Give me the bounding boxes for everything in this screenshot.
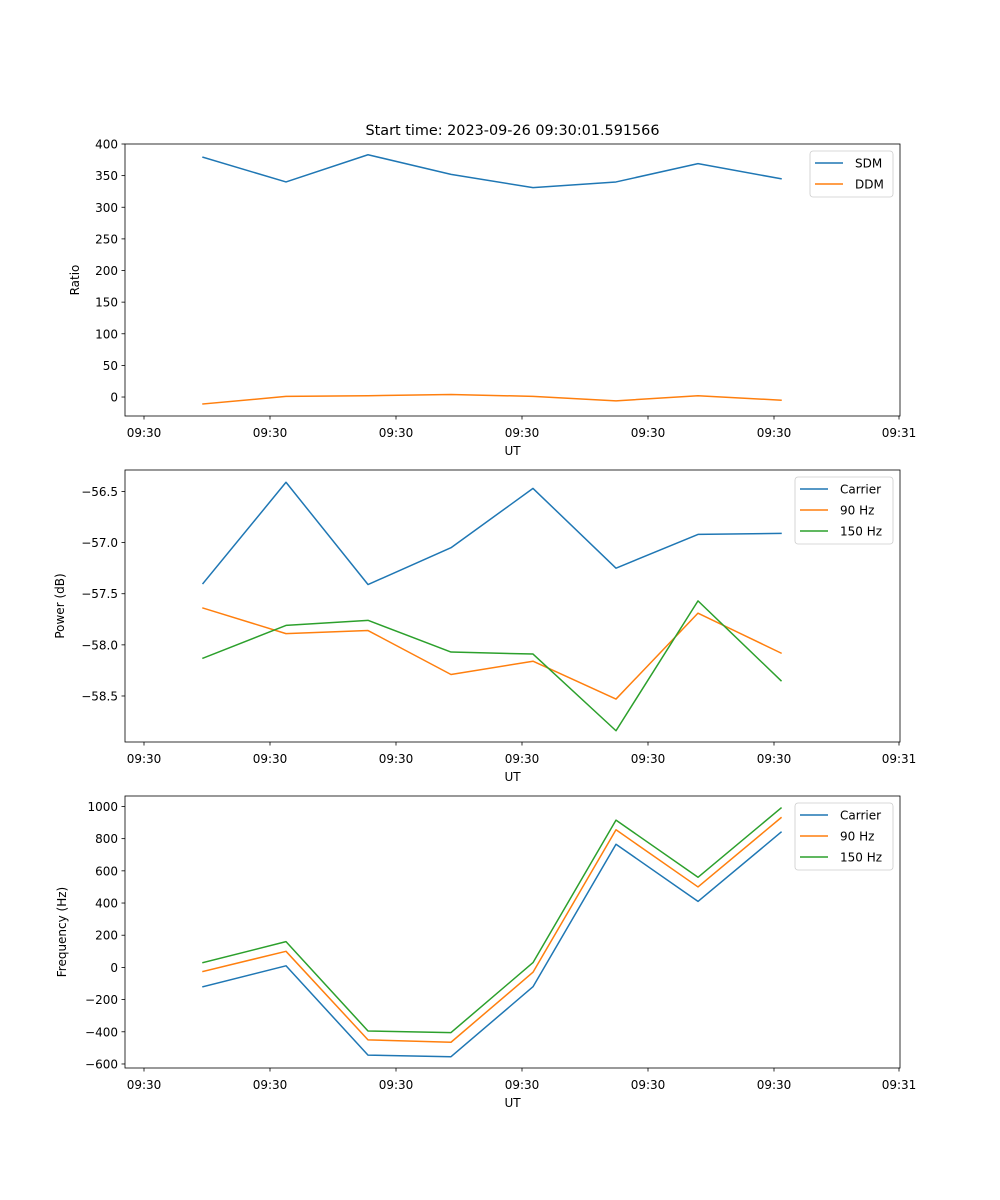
x-tick-label: 09:30 bbox=[253, 1078, 288, 1092]
y-axis-label: Frequency (Hz) bbox=[55, 887, 69, 978]
legend-box bbox=[794, 476, 894, 545]
series-line-150-hz bbox=[202, 807, 783, 1034]
x-tick-label: 09:30 bbox=[253, 426, 288, 440]
x-tick-label: 09:30 bbox=[127, 426, 162, 440]
y-tick-label: 600 bbox=[95, 864, 118, 878]
legend-label: 90 Hz bbox=[840, 830, 874, 844]
y-tick-label: 50 bbox=[103, 359, 118, 373]
series-group bbox=[201, 481, 783, 732]
x-tick-label: 09:30 bbox=[631, 426, 666, 440]
y-tick-label: 0 bbox=[110, 961, 118, 975]
y-tick-label: 100 bbox=[95, 327, 118, 341]
y-tick-label: 400 bbox=[95, 138, 118, 152]
y-tick-label: 800 bbox=[95, 832, 118, 846]
chart-panel-2: 09:30 09:30 09:30 09:30 09:30 09:30 09:31 −58.5… bbox=[53, 469, 917, 784]
x-tick-label: 09:30 bbox=[505, 752, 540, 766]
y-tick-label: 1000 bbox=[87, 800, 118, 814]
legend-label: Carrier bbox=[840, 809, 881, 823]
y-tick-label: −57.5 bbox=[81, 587, 118, 601]
x-tick-label: 09:30 bbox=[253, 752, 288, 766]
x-tick-label: 09:31 bbox=[882, 426, 917, 440]
y-tick-label: 250 bbox=[95, 232, 118, 246]
plot-frame bbox=[124, 795, 901, 1069]
y-tick-label: 350 bbox=[95, 169, 118, 183]
x-axis-label: UT bbox=[504, 1096, 521, 1110]
y-tick-label: −57.0 bbox=[81, 536, 118, 550]
y-tick-label: −200 bbox=[85, 993, 118, 1007]
x-tick-label: 09:30 bbox=[631, 752, 666, 766]
x-tick-label: 09:30 bbox=[505, 426, 540, 440]
series-line-sdm bbox=[202, 154, 782, 189]
x-tick-label: 09:30 bbox=[379, 752, 414, 766]
y-tick-label: 0 bbox=[110, 391, 118, 405]
series-line-carrier bbox=[202, 831, 783, 1058]
x-tick-label: 09:30 bbox=[757, 426, 792, 440]
legend-label: 150 Hz bbox=[840, 851, 882, 865]
chart-title: Start time: 2023-09-26 09:30:01.591566 bbox=[365, 123, 659, 139]
y-tick-label: −58.5 bbox=[81, 689, 118, 703]
y-tick-label: 200 bbox=[95, 929, 118, 943]
y-axis-label: Ratio bbox=[68, 265, 82, 296]
x-tick-label: 09:31 bbox=[882, 752, 917, 766]
plot-frame bbox=[124, 143, 901, 417]
series-line-90-hz bbox=[202, 607, 783, 700]
y-tick-label: −58.0 bbox=[81, 638, 118, 652]
series-line-150-hz bbox=[202, 600, 783, 732]
x-tick-label: 09:30 bbox=[757, 1078, 792, 1092]
x-tick-label: 09:30 bbox=[757, 752, 792, 766]
x-tick-label: 09:30 bbox=[505, 1078, 540, 1092]
x-tick-label: 09:30 bbox=[379, 426, 414, 440]
x-axis-label: UT bbox=[504, 770, 521, 784]
y-tick-label: 400 bbox=[95, 897, 118, 911]
legend-label: 90 Hz bbox=[840, 504, 874, 518]
x-tick-label: 09:31 bbox=[882, 1078, 917, 1092]
legend-label: DDM bbox=[855, 178, 884, 192]
x-tick-label: 09:30 bbox=[631, 1078, 666, 1092]
y-tick-label: −56.5 bbox=[81, 485, 118, 499]
series-group bbox=[202, 807, 783, 1058]
series-line-ddm bbox=[202, 393, 782, 405]
y-tick-label: 150 bbox=[95, 296, 118, 310]
y-tick-label: −400 bbox=[85, 1025, 118, 1039]
series-line-carrier bbox=[201, 481, 782, 586]
x-tick-label: 09:30 bbox=[379, 1078, 414, 1092]
x-axis-label: UT bbox=[504, 444, 521, 458]
legend: SDM DDM bbox=[809, 150, 894, 198]
plot-frame bbox=[124, 469, 901, 743]
series-line-90-hz bbox=[202, 816, 783, 1043]
chart-panel-1: Start time: 2023-09-26 09:30:01.591566 09… bbox=[68, 123, 916, 458]
y-tick-label: −600 bbox=[85, 1057, 118, 1071]
chart-panel-3: 09:30 09:30 09:30 09:30 09:30 09:30 09:31 −600 −… bbox=[55, 795, 917, 1110]
series-group bbox=[202, 154, 782, 405]
legend-label: Carrier bbox=[840, 483, 881, 497]
legend: Carrier 90 Hz 150 Hz bbox=[794, 802, 894, 871]
legend: Carrier 90 Hz 150 Hz bbox=[794, 476, 894, 545]
y-axis-label: Power (dB) bbox=[53, 573, 67, 638]
legend-box bbox=[794, 802, 894, 871]
legend-label: 150 Hz bbox=[840, 525, 882, 539]
y-tick-label: 200 bbox=[95, 264, 118, 278]
x-tick-label: 09:30 bbox=[127, 1078, 162, 1092]
y-tick-label: 300 bbox=[95, 201, 118, 215]
x-tick-label: 09:30 bbox=[127, 752, 162, 766]
legend-label: SDM bbox=[855, 157, 882, 171]
